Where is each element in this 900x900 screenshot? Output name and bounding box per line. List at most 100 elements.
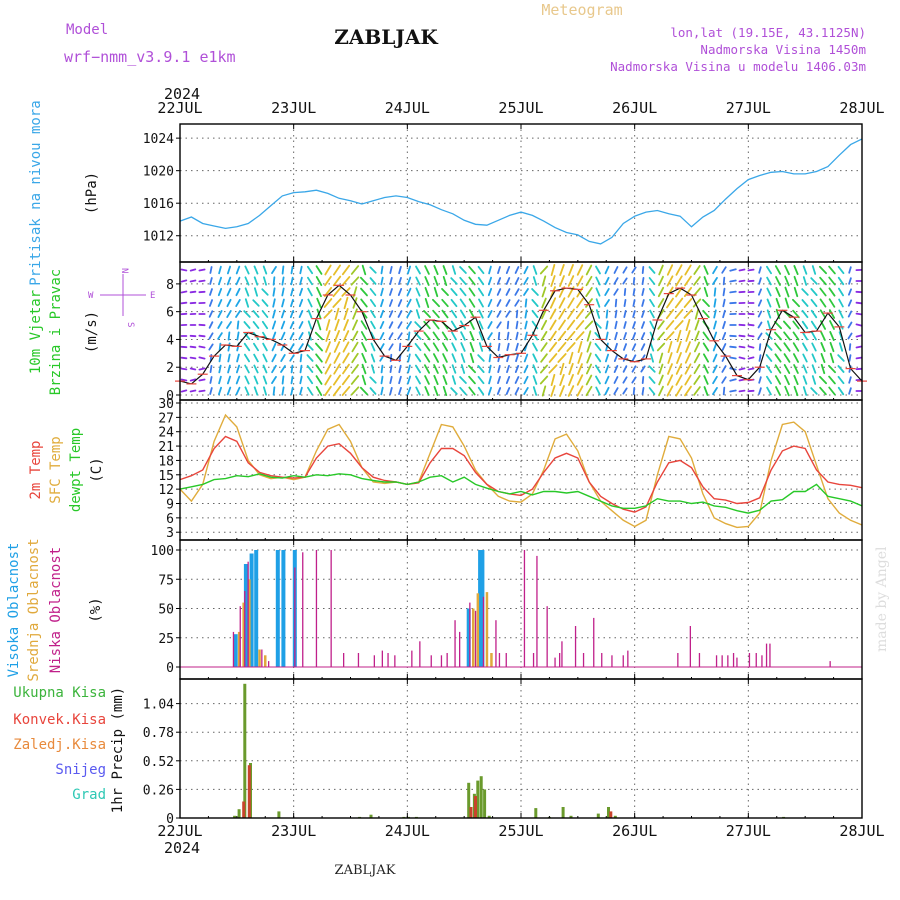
wind-arrow xyxy=(631,376,637,384)
wind-arrow xyxy=(666,264,674,276)
wind-arrow xyxy=(523,375,529,385)
wind-field xyxy=(180,263,863,397)
wind-arrow xyxy=(441,309,449,319)
wind-arrow xyxy=(306,364,314,374)
wind-arrow xyxy=(838,342,844,352)
wind-arrow xyxy=(415,298,421,308)
wind-arrow xyxy=(441,342,449,352)
wind-arrow xyxy=(189,367,197,371)
wind-arrow xyxy=(557,353,567,363)
wind-arrow xyxy=(323,298,333,308)
cloud-bar xyxy=(721,655,723,667)
cloud-bar xyxy=(249,553,254,667)
wind-arrow xyxy=(227,331,231,341)
wind-arrow xyxy=(407,364,411,374)
wind-arrow xyxy=(802,276,808,286)
wind-arrow xyxy=(307,298,313,308)
wind-arrow xyxy=(559,263,565,277)
wind-arrow xyxy=(712,331,718,341)
wind-arrow xyxy=(380,265,384,275)
wind-arrow xyxy=(460,353,466,363)
wind-arrow xyxy=(722,298,726,308)
cloud-bar xyxy=(239,606,241,667)
cloud-bar xyxy=(478,550,483,667)
wind-arrow xyxy=(631,343,637,351)
wind-arrow xyxy=(243,331,251,341)
wind-arrow xyxy=(550,275,556,287)
wind-arrow xyxy=(217,309,223,319)
wind-arrow xyxy=(640,332,646,340)
wind-arrow xyxy=(299,364,303,374)
wind-arrow xyxy=(227,353,231,363)
wind-arrow xyxy=(244,265,250,275)
temperature-y-label: 18 xyxy=(158,454,174,469)
wind-arrow xyxy=(467,364,477,374)
wind-arrow xyxy=(514,277,520,285)
wind-arrow xyxy=(316,286,322,298)
pressure-y-label: 1016 xyxy=(143,197,174,212)
cloud-bar xyxy=(472,608,475,667)
wind-arrow xyxy=(360,320,368,330)
cloud-bar xyxy=(622,655,624,667)
wind-arrow xyxy=(432,331,440,341)
wind-arrow xyxy=(351,352,359,364)
wind-arrow xyxy=(514,288,520,296)
wind-arrow xyxy=(315,364,323,374)
wind-arrow xyxy=(838,298,844,308)
wind-arrow xyxy=(290,364,294,374)
wind-arrow xyxy=(658,385,664,397)
wind-arrow xyxy=(505,310,511,318)
wind-arrow xyxy=(523,386,529,396)
wind-arrow xyxy=(828,287,836,297)
wind-arrow xyxy=(559,385,565,397)
wind-arrow xyxy=(487,386,493,396)
wind-arrow xyxy=(209,387,213,395)
wind-arrow xyxy=(577,363,583,375)
year-top: 2024 xyxy=(164,85,200,103)
wind-arrow xyxy=(837,365,845,373)
wind-arrow xyxy=(307,320,313,330)
wind-arrow xyxy=(811,342,817,352)
wind-arrow xyxy=(496,310,502,318)
wind-arrow xyxy=(369,298,377,308)
wind-arrow xyxy=(658,374,664,386)
wind-arrow xyxy=(667,352,673,364)
wind-arrow xyxy=(793,364,799,374)
wind-arrow xyxy=(253,353,259,363)
wind-arrow xyxy=(180,268,188,272)
precip-bar xyxy=(233,815,237,818)
wind-arrow xyxy=(605,342,609,352)
wind-arrow xyxy=(810,298,818,308)
wind-arrow xyxy=(343,296,349,310)
temperature-y-label: 3 xyxy=(166,526,174,541)
wind-arrow xyxy=(693,265,701,275)
wind-arrow xyxy=(469,352,475,364)
wind-arrow xyxy=(656,342,666,352)
wind-arrow xyxy=(424,297,430,309)
wind-arrow xyxy=(261,320,269,330)
wind-arrow xyxy=(352,297,358,309)
wind-arrow xyxy=(515,331,519,341)
x-label-bottom: 23JUL xyxy=(271,822,316,840)
wind-arrow xyxy=(227,364,231,374)
x-label-bottom: 22JUL xyxy=(157,822,202,840)
pressure-y-label: 1024 xyxy=(143,132,174,147)
wind-arrow xyxy=(226,375,232,385)
wind-arrow xyxy=(315,275,323,287)
wind-arrow xyxy=(218,353,222,363)
wind-arrow xyxy=(450,277,458,285)
wind-arrow xyxy=(398,342,402,352)
cloud-bar xyxy=(829,661,831,667)
wind-arrow xyxy=(713,287,717,297)
wind-arrow xyxy=(314,331,324,341)
wind-arrow xyxy=(415,287,421,297)
wind-arrow xyxy=(515,353,519,363)
wind-arrow xyxy=(477,375,485,385)
wind-arrow xyxy=(306,265,314,275)
wind-arrow xyxy=(738,279,746,283)
wind-arrow xyxy=(468,287,476,297)
wind-arrow xyxy=(226,265,232,275)
wind-arrow xyxy=(758,354,762,362)
wind-arrow xyxy=(729,356,737,360)
